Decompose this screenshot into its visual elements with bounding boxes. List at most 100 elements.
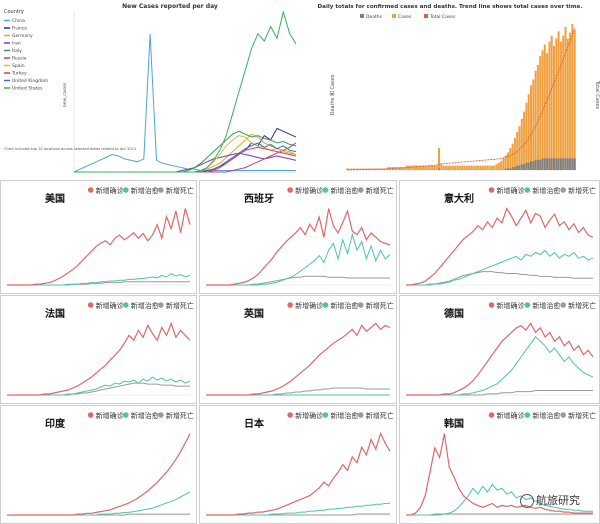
legend-label: 新增确诊	[497, 301, 525, 310]
country-chart-italy: 意大利 新增确诊 新增治愈 新增死亡	[406, 186, 596, 286]
death-bar	[555, 158, 558, 170]
case-bar	[486, 165, 489, 170]
country-chart-japan: 日本 新增确诊 新增治愈 新增死亡	[206, 411, 394, 516]
series-line	[74, 130, 297, 173]
country-chart-spain: 西班牙 新增确诊 新增治愈 新增死亡	[206, 186, 394, 286]
legend-dot	[357, 187, 364, 193]
case-bar	[346, 168, 348, 170]
death-bar	[536, 159, 539, 170]
legend-label: United Kingdom	[12, 78, 48, 84]
case-bar	[456, 165, 459, 170]
legend-label: 新增死亡	[568, 411, 596, 420]
legend-label: 新增治愈	[532, 186, 560, 195]
case-bar	[493, 165, 496, 170]
y2-axis-label: Total Cases	[594, 80, 600, 110]
case-bar	[387, 167, 390, 170]
case-bar	[488, 165, 491, 170]
legend-swatch	[424, 14, 428, 18]
country-title: 意大利	[444, 192, 474, 205]
legend-label: Iran	[12, 41, 21, 47]
series-line	[406, 249, 594, 286]
legend-label: 新增治愈	[131, 411, 159, 420]
case-bar	[495, 164, 498, 170]
death-bar	[527, 162, 530, 170]
case-bar	[408, 165, 411, 170]
case-bar	[410, 165, 413, 170]
series-line	[7, 208, 191, 286]
death-bar	[566, 158, 569, 170]
legend-label: Italy	[12, 48, 22, 54]
case-bar	[569, 32, 572, 171]
case-bar	[534, 70, 537, 170]
series-line	[7, 376, 191, 396]
case-bar	[454, 165, 457, 170]
death-bar	[525, 162, 528, 170]
series-line	[406, 390, 593, 396]
case-bar	[536, 64, 539, 170]
legend-label: 新增死亡	[568, 301, 596, 310]
case-bar	[412, 165, 415, 170]
country-panel-france: 法国 新增确诊 新增治愈 新增死亡	[0, 295, 197, 404]
death-bar	[562, 158, 565, 170]
legend-dot	[158, 412, 164, 418]
case-bar	[463, 165, 466, 170]
case-bar	[484, 165, 486, 170]
case-bar	[415, 165, 417, 170]
daily-totals-chart: Daily totals for confirmed cases and dea…	[318, 4, 600, 171]
country-chart-us: 美国 新增确诊 新增治愈 新增死亡	[7, 186, 194, 286]
case-bar	[417, 165, 420, 170]
daily-totals-chart-panel: Daily totals for confirmed cases and dea…	[300, 0, 600, 178]
legend-dot	[123, 302, 129, 308]
series-line	[7, 273, 191, 286]
legend-label: 新增确诊	[497, 186, 525, 195]
legend-dot	[87, 302, 94, 308]
country-title: 美国	[45, 192, 65, 205]
legend-dot	[524, 187, 531, 193]
case-bar	[447, 165, 450, 170]
country-chart-germany: 德国 新增确诊 新增治愈 新增死亡	[406, 301, 596, 396]
case-bar	[557, 31, 560, 170]
series-line	[406, 433, 593, 516]
case-bar	[472, 165, 475, 170]
death-bar	[511, 167, 514, 170]
legend-dot	[560, 302, 566, 308]
death-bar	[557, 158, 560, 170]
case-bar	[442, 165, 445, 170]
case-bar	[553, 45, 555, 170]
death-bar	[539, 159, 542, 170]
case-bar	[541, 50, 544, 170]
death-bar	[523, 164, 526, 170]
case-bar	[507, 152, 509, 170]
legend-label: 新增确诊	[96, 411, 124, 420]
case-bar	[375, 168, 378, 170]
case-bar	[490, 165, 493, 170]
legend-label: 新增确诊	[295, 301, 323, 310]
case-bar	[539, 56, 542, 171]
case-bar	[449, 165, 452, 170]
country-panel-spain: 西班牙 新增确诊 新增治愈 新增死亡	[199, 180, 397, 294]
legend-dot	[322, 412, 329, 418]
case-bar	[405, 165, 408, 170]
series-line	[206, 431, 391, 516]
case-bar	[530, 85, 532, 170]
death-bar	[530, 161, 532, 170]
country-chart-india: 印度 新增确诊 新增治愈 新增死亡	[7, 411, 194, 516]
case-bar	[444, 165, 447, 170]
legend-label: 新增治愈	[330, 301, 358, 310]
case-bar	[546, 53, 549, 171]
case-bar	[426, 165, 429, 170]
case-bar	[428, 165, 431, 170]
legend-label: 新增死亡	[166, 301, 194, 310]
country-panel-uk: 英国 新增确诊 新增治愈 新增死亡	[199, 295, 397, 404]
case-bar	[571, 24, 574, 170]
legend-dot	[488, 302, 495, 308]
death-bar	[550, 158, 553, 170]
series-line	[206, 387, 390, 396]
case-bar	[438, 148, 440, 170]
y-axis-label: Deaths 和 Cases	[329, 74, 336, 115]
legend-dot	[524, 412, 531, 418]
legend-label: 新增死亡	[166, 186, 194, 195]
country-title: 日本	[244, 417, 265, 430]
death-bar	[571, 158, 574, 170]
legend-label: 新增治愈	[330, 411, 358, 420]
